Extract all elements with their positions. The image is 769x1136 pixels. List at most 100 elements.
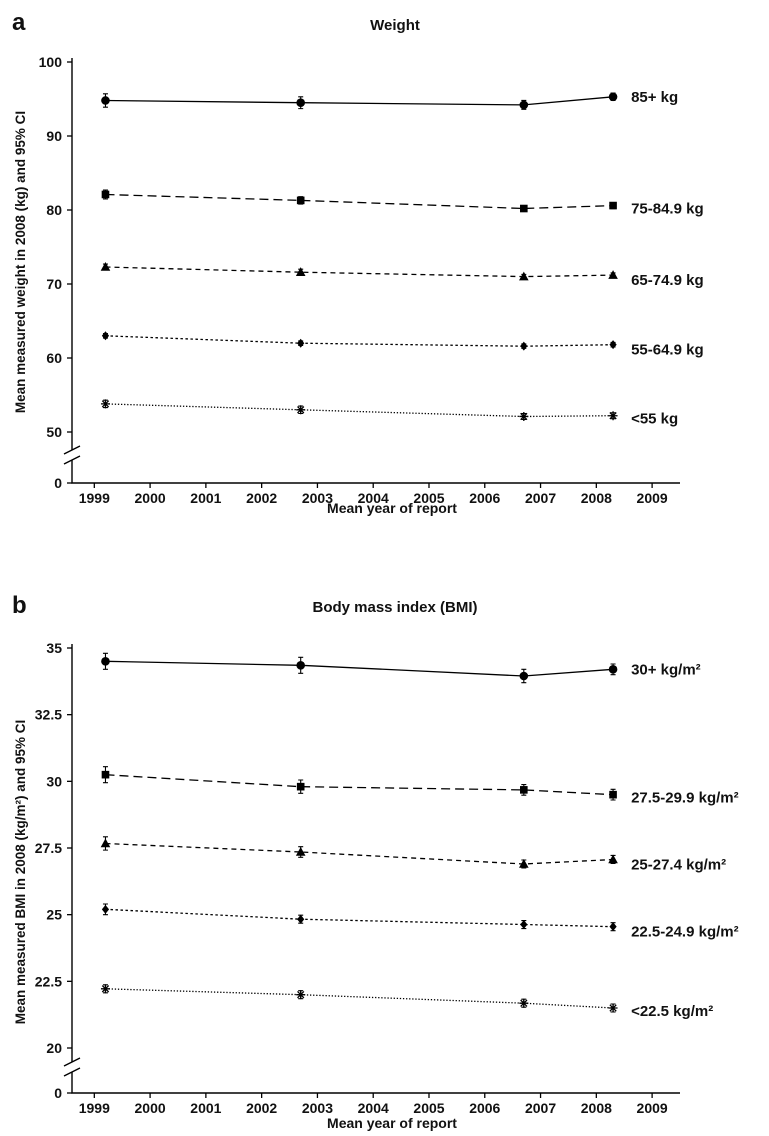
series-label: 85+ kg (631, 89, 678, 106)
series: 22.5-24.9 kg/m² (101, 903, 739, 941)
chart-title: Body mass index (BMI) (312, 599, 477, 616)
data-point (608, 854, 618, 864)
x-tick-label: 2006 (469, 1100, 500, 1116)
series: <22.5 kg/m² (100, 984, 713, 1020)
chart-panel-bmi: b Body mass index (BMI) Mean measured BM… (12, 592, 739, 1131)
series-line (105, 403, 614, 418)
data-point (519, 411, 529, 421)
series-label: <55 kg (631, 411, 678, 428)
y-tick-label: 0 (54, 475, 62, 491)
axis-lines (71, 58, 680, 484)
y-axis-label: Mean measured weight in 2008 (kg) and 95… (13, 111, 28, 413)
series-label: 65-74.9 kg (631, 272, 704, 289)
series-line (105, 96, 614, 106)
series: 30+ kg/m² (101, 652, 701, 684)
series-label: 30+ kg/m² (631, 661, 701, 678)
series-line (105, 774, 614, 796)
axis-break (63, 445, 81, 465)
data-point (101, 904, 110, 914)
data-point (100, 838, 111, 848)
x-tick-label: 2008 (581, 1100, 612, 1116)
series-line (105, 266, 614, 278)
data-point (297, 338, 305, 348)
series: 25-27.4 kg/m² (100, 836, 726, 873)
data-point (520, 786, 528, 794)
x-tick-label: 2002 (246, 490, 277, 506)
x-axis-label: Mean year of report (327, 1115, 457, 1131)
data-point (609, 790, 617, 799)
chart-title: Weight (370, 17, 420, 34)
y-tick-label: 50 (46, 424, 62, 440)
data-point (101, 190, 110, 199)
panel-letter: a (12, 9, 26, 36)
data-point (296, 405, 306, 415)
series-label: 27.5-29.9 kg/m² (631, 790, 739, 807)
y-tick-label: 0 (54, 1085, 62, 1101)
data-point (296, 990, 306, 1000)
data-point (296, 661, 305, 670)
chart-panel-weight: a Weight Mean measured weight in 2008 (k… (12, 9, 704, 516)
x-tick-label: 2000 (135, 490, 166, 506)
data-point (295, 267, 306, 276)
plot-area: 0 20 22.5 25 27.5 30 32.5 35 1999 2000 2001 2002 200… (35, 640, 739, 1116)
y-tick-label: 35 (46, 640, 62, 656)
x-tick-label: 2000 (135, 1100, 166, 1116)
data-point (100, 399, 110, 409)
series-line (105, 660, 614, 677)
series-label: <22.5 kg/m² (631, 1003, 713, 1020)
plot-area: 0 50 60 70 80 90 100 1999 2000 2001 2002 2003 2004 20… (39, 54, 704, 506)
series: 65-74.9 kg (100, 261, 704, 289)
x-tick-label: 2009 (637, 490, 668, 506)
series-label: 55-64.9 kg (631, 342, 704, 359)
x-tick-label: 2009 (637, 1100, 668, 1116)
y-tick-label: 30 (46, 773, 62, 789)
data-point (100, 984, 110, 994)
data-point (101, 96, 110, 105)
x-tick-label: 2007 (525, 490, 556, 506)
data-point (609, 922, 617, 932)
y-tick-label: 20 (46, 1040, 62, 1056)
data-point (520, 341, 528, 351)
y-tick-label: 32.5 (35, 707, 62, 723)
data-point (296, 196, 305, 205)
series: 27.5-29.9 kg/m² (101, 766, 739, 807)
data-point (101, 770, 110, 779)
x-tick-label: 2003 (302, 1100, 333, 1116)
axis-break (63, 1057, 81, 1077)
series: 85+ kg (101, 89, 678, 110)
x-tick-label: 2001 (190, 1100, 221, 1116)
x-tick-label: 2002 (246, 1100, 277, 1116)
y-tick-label: 27.5 (35, 840, 62, 856)
data-point (295, 847, 306, 856)
series-label: 75-84.9 kg (631, 201, 704, 218)
x-tick-label: 2006 (469, 490, 500, 506)
x-tick-label: 2005 (413, 490, 444, 506)
x-tick-label: 2008 (581, 490, 612, 506)
series-line (105, 908, 614, 928)
y-tick-label: 70 (46, 276, 62, 292)
x-tick-label: 2007 (525, 1100, 556, 1116)
x-axis-label: Mean year of report (327, 500, 457, 516)
x-tick-label: 2005 (413, 1100, 444, 1116)
y-tick-label: 22.5 (35, 973, 62, 989)
series-label: 25-27.4 kg/m² (631, 856, 726, 873)
y-tick-label: 100 (39, 54, 63, 70)
series: <55 kg (100, 399, 678, 428)
data-point (519, 998, 529, 1008)
data-point (296, 98, 305, 107)
data-point (609, 340, 617, 350)
x-tick-label: 2001 (190, 490, 221, 506)
data-point (297, 914, 305, 924)
y-tick-label: 90 (46, 128, 62, 144)
x-tick-label: 2004 (358, 1100, 389, 1116)
data-point (608, 1003, 618, 1013)
data-point (519, 271, 529, 281)
y-tick-label: 80 (46, 202, 62, 218)
data-point (608, 411, 618, 421)
data-point (609, 201, 617, 210)
data-point (296, 782, 305, 791)
panel-letter: b (12, 592, 27, 619)
x-tick-label: 1999 (79, 490, 110, 506)
y-tick-label: 60 (46, 350, 62, 366)
